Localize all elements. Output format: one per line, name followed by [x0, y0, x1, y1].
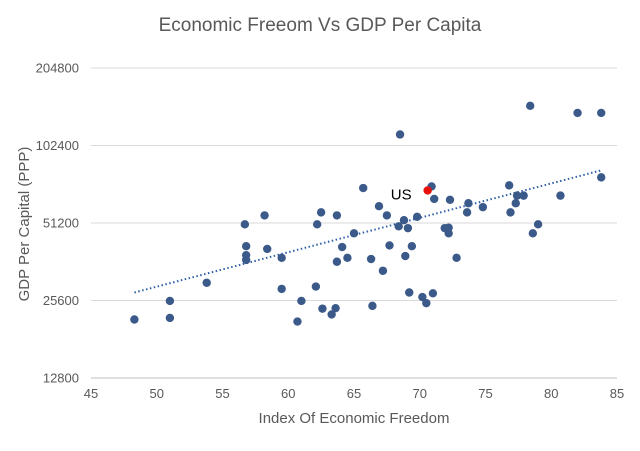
data-point — [430, 194, 439, 204]
data-point — [311, 282, 321, 291]
x-tick-label: 75 — [478, 386, 492, 401]
data-point — [312, 220, 322, 229]
x-axis-title: Index Of Economic Freedom — [259, 410, 450, 427]
data-point — [452, 253, 461, 263]
y-tick-label: 204800 — [36, 61, 79, 76]
x-tick-labels: 45 50 55 60 65 70 75 80 85 — [84, 386, 624, 401]
data-points — [130, 101, 606, 326]
x-tick-label: 70 — [413, 386, 427, 401]
data-point — [528, 229, 538, 238]
data-point — [445, 195, 455, 205]
data-point — [444, 223, 453, 232]
data-point — [573, 108, 582, 118]
data-point — [597, 173, 606, 182]
data-point — [526, 101, 535, 111]
data-point — [318, 304, 327, 313]
y-tick-label: 12800 — [43, 371, 79, 386]
y-tick-label: 25600 — [43, 293, 79, 308]
data-point — [337, 242, 347, 252]
y-axis-title: GDP Per Capital (PPP) — [16, 147, 33, 302]
data-point — [407, 242, 417, 251]
data-point — [359, 183, 368, 193]
data-point — [260, 211, 269, 220]
data-point — [597, 108, 606, 118]
data-point — [418, 292, 427, 302]
data-point — [343, 253, 352, 263]
x-tick-label: 80 — [544, 386, 558, 401]
data-point — [512, 191, 522, 200]
data-point — [403, 223, 413, 233]
data-point — [382, 211, 392, 220]
x-tick-label: 60 — [281, 386, 295, 401]
x-tick-label: 65 — [347, 386, 361, 401]
data-point — [399, 215, 409, 225]
data-point — [556, 191, 565, 200]
trendline — [134, 169, 602, 294]
x-tick-label: 85 — [610, 386, 624, 401]
y-tick-labels: 12800 25600 51200 102400 204800 — [36, 61, 79, 386]
highlight-label: US — [391, 186, 412, 203]
data-point — [374, 202, 384, 211]
data-point — [385, 241, 394, 250]
data-point — [506, 208, 515, 217]
data-point — [349, 229, 359, 238]
x-tick-label: 55 — [215, 386, 229, 401]
x-tick-label: 45 — [84, 386, 98, 401]
data-point — [277, 284, 286, 294]
data-point — [533, 220, 543, 229]
data-point — [240, 220, 250, 229]
data-point — [332, 211, 342, 220]
data-point — [422, 298, 431, 308]
y-tick-label: 51200 — [43, 216, 79, 231]
data-point — [412, 212, 422, 222]
data-point — [332, 257, 342, 266]
data-point — [368, 301, 377, 311]
data-point — [511, 199, 520, 208]
data-point — [293, 317, 302, 326]
data-point — [395, 130, 405, 139]
data-point — [378, 266, 388, 275]
data-point — [428, 289, 438, 298]
data-point — [464, 199, 473, 208]
data-point — [202, 278, 211, 287]
data-point — [331, 303, 340, 313]
data-point — [405, 288, 414, 297]
y-tick-label: 102400 — [36, 138, 79, 153]
data-point — [263, 244, 272, 254]
chart-title: Economic Freeom Vs GDP Per Capita — [159, 15, 482, 36]
data-point — [165, 296, 175, 306]
data-point — [277, 253, 286, 263]
data-point — [130, 315, 139, 324]
data-point — [478, 202, 488, 212]
data-point — [504, 181, 514, 190]
data-point — [297, 296, 306, 306]
data-point — [394, 222, 403, 231]
gridlines — [91, 67, 617, 301]
data-point — [241, 242, 251, 251]
x-tick-label: 50 — [150, 386, 164, 401]
data-point — [519, 191, 528, 200]
data-point — [462, 208, 472, 217]
data-point — [241, 255, 251, 265]
data-point — [165, 313, 175, 323]
data-point — [327, 310, 336, 319]
data-point — [316, 208, 326, 217]
data-point — [366, 254, 376, 264]
data-point — [401, 251, 410, 261]
highlight-point-us — [423, 186, 432, 195]
